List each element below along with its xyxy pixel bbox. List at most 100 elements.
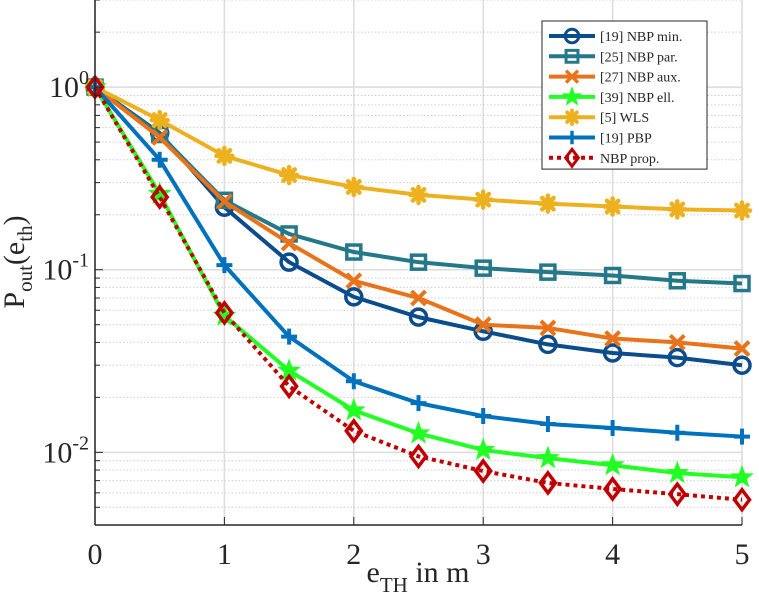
asterisk-core <box>737 205 747 216</box>
marker-x <box>564 69 580 84</box>
marker-star <box>561 86 583 106</box>
y-tick-base: 10 <box>42 436 72 469</box>
series-4 <box>84 76 753 221</box>
marker-star <box>471 437 496 461</box>
marker-circle <box>344 287 364 307</box>
y-tick-base: 10 <box>42 254 72 287</box>
marker-plus <box>669 424 686 441</box>
marker-asterisk <box>537 193 559 214</box>
marker-asterisk <box>472 189 494 210</box>
y-tick-exponent: -1 <box>72 250 89 272</box>
plus-marker <box>565 130 579 145</box>
square-marker <box>668 272 687 290</box>
marker-asterisk <box>667 199 688 220</box>
plus-marker <box>475 408 492 425</box>
marker-plus <box>345 373 362 390</box>
x-marker <box>474 316 492 334</box>
marker-square <box>215 191 234 210</box>
star-marker <box>406 420 431 444</box>
asterisk-core <box>413 189 424 200</box>
marker-diamond <box>667 481 687 508</box>
marker-plus <box>604 419 621 436</box>
square-marker <box>539 263 557 281</box>
marker-square <box>733 274 751 293</box>
star-marker <box>730 464 754 488</box>
marker-plus <box>216 257 233 274</box>
legend-label: [5] WLS <box>600 111 649 126</box>
marker-star <box>341 397 366 421</box>
marker-diamond <box>150 184 170 210</box>
marker-square <box>474 259 492 277</box>
square-marker <box>474 259 492 277</box>
x-marker <box>345 272 363 290</box>
diamond-marker <box>279 373 299 400</box>
y-tick-exponent: 0 <box>79 67 89 89</box>
marker-square <box>345 243 363 261</box>
x-marker <box>564 69 580 84</box>
x-tick-label: 0 <box>88 538 103 571</box>
diamond-marker <box>150 184 170 210</box>
series-6 <box>85 74 752 513</box>
marker-asterisk <box>149 109 170 131</box>
marker-square <box>409 253 428 271</box>
y-tick-base: 10 <box>49 71 79 104</box>
legend-label: [27] NBP aux. <box>600 71 681 86</box>
legend-label: NBP prop. <box>600 152 659 167</box>
marker-x <box>474 316 492 334</box>
marker-circle <box>602 343 623 363</box>
marker-asterisk <box>602 196 623 217</box>
asterisk-core <box>154 115 165 126</box>
marker-star <box>730 464 754 488</box>
marker-diamond <box>602 476 623 502</box>
marker-asterisk <box>343 176 365 198</box>
circle-marker <box>344 287 364 307</box>
x-marker <box>410 289 427 307</box>
marker-x <box>345 272 363 290</box>
plus-marker <box>216 257 233 274</box>
marker-asterisk <box>563 108 581 126</box>
square-marker <box>215 191 234 210</box>
marker-circle <box>732 355 752 375</box>
marker-plus <box>281 328 298 345</box>
x-marker <box>733 340 751 357</box>
x-tick-label: 3 <box>476 538 491 571</box>
diamond-marker <box>563 146 581 169</box>
marker-diamond <box>344 418 364 444</box>
marker-diamond <box>538 470 558 496</box>
marker-x <box>151 129 169 146</box>
circle-marker <box>667 347 688 368</box>
legend-label: [39] NBP ell. <box>600 91 675 106</box>
plus-marker <box>669 424 686 441</box>
diamond-marker <box>538 470 558 496</box>
square-marker <box>409 253 428 271</box>
circle-marker <box>408 307 429 327</box>
asterisk-core <box>348 181 359 192</box>
marker-diamond <box>563 146 581 169</box>
marker-diamond <box>408 443 429 470</box>
x-marker <box>215 193 233 211</box>
marker-square <box>564 48 580 64</box>
asterisk-core <box>567 112 577 122</box>
marker-x <box>215 193 233 211</box>
plus-marker <box>539 415 556 432</box>
axes <box>94 0 743 526</box>
legend-item: [27] NBP aux. <box>549 69 681 86</box>
y-tick-exponent: -2 <box>72 432 89 454</box>
star-marker <box>600 452 625 476</box>
marker-x <box>410 289 427 307</box>
asterisk-core <box>478 194 489 205</box>
legend-label: [19] NBP min. <box>600 30 682 45</box>
marker-diamond <box>473 458 493 484</box>
star-marker <box>536 445 560 469</box>
marker-circle <box>279 252 299 272</box>
marker-diamond <box>214 300 235 326</box>
marker-x <box>280 234 298 252</box>
circle-marker <box>602 343 623 363</box>
diamond-marker <box>732 486 752 513</box>
y-tick-label: 10-1 <box>42 250 89 287</box>
marker-diamond <box>279 373 299 400</box>
marker-plus <box>410 395 427 412</box>
marker-plus <box>734 428 750 445</box>
diamond-marker <box>667 481 687 508</box>
marker-diamond <box>732 486 752 513</box>
